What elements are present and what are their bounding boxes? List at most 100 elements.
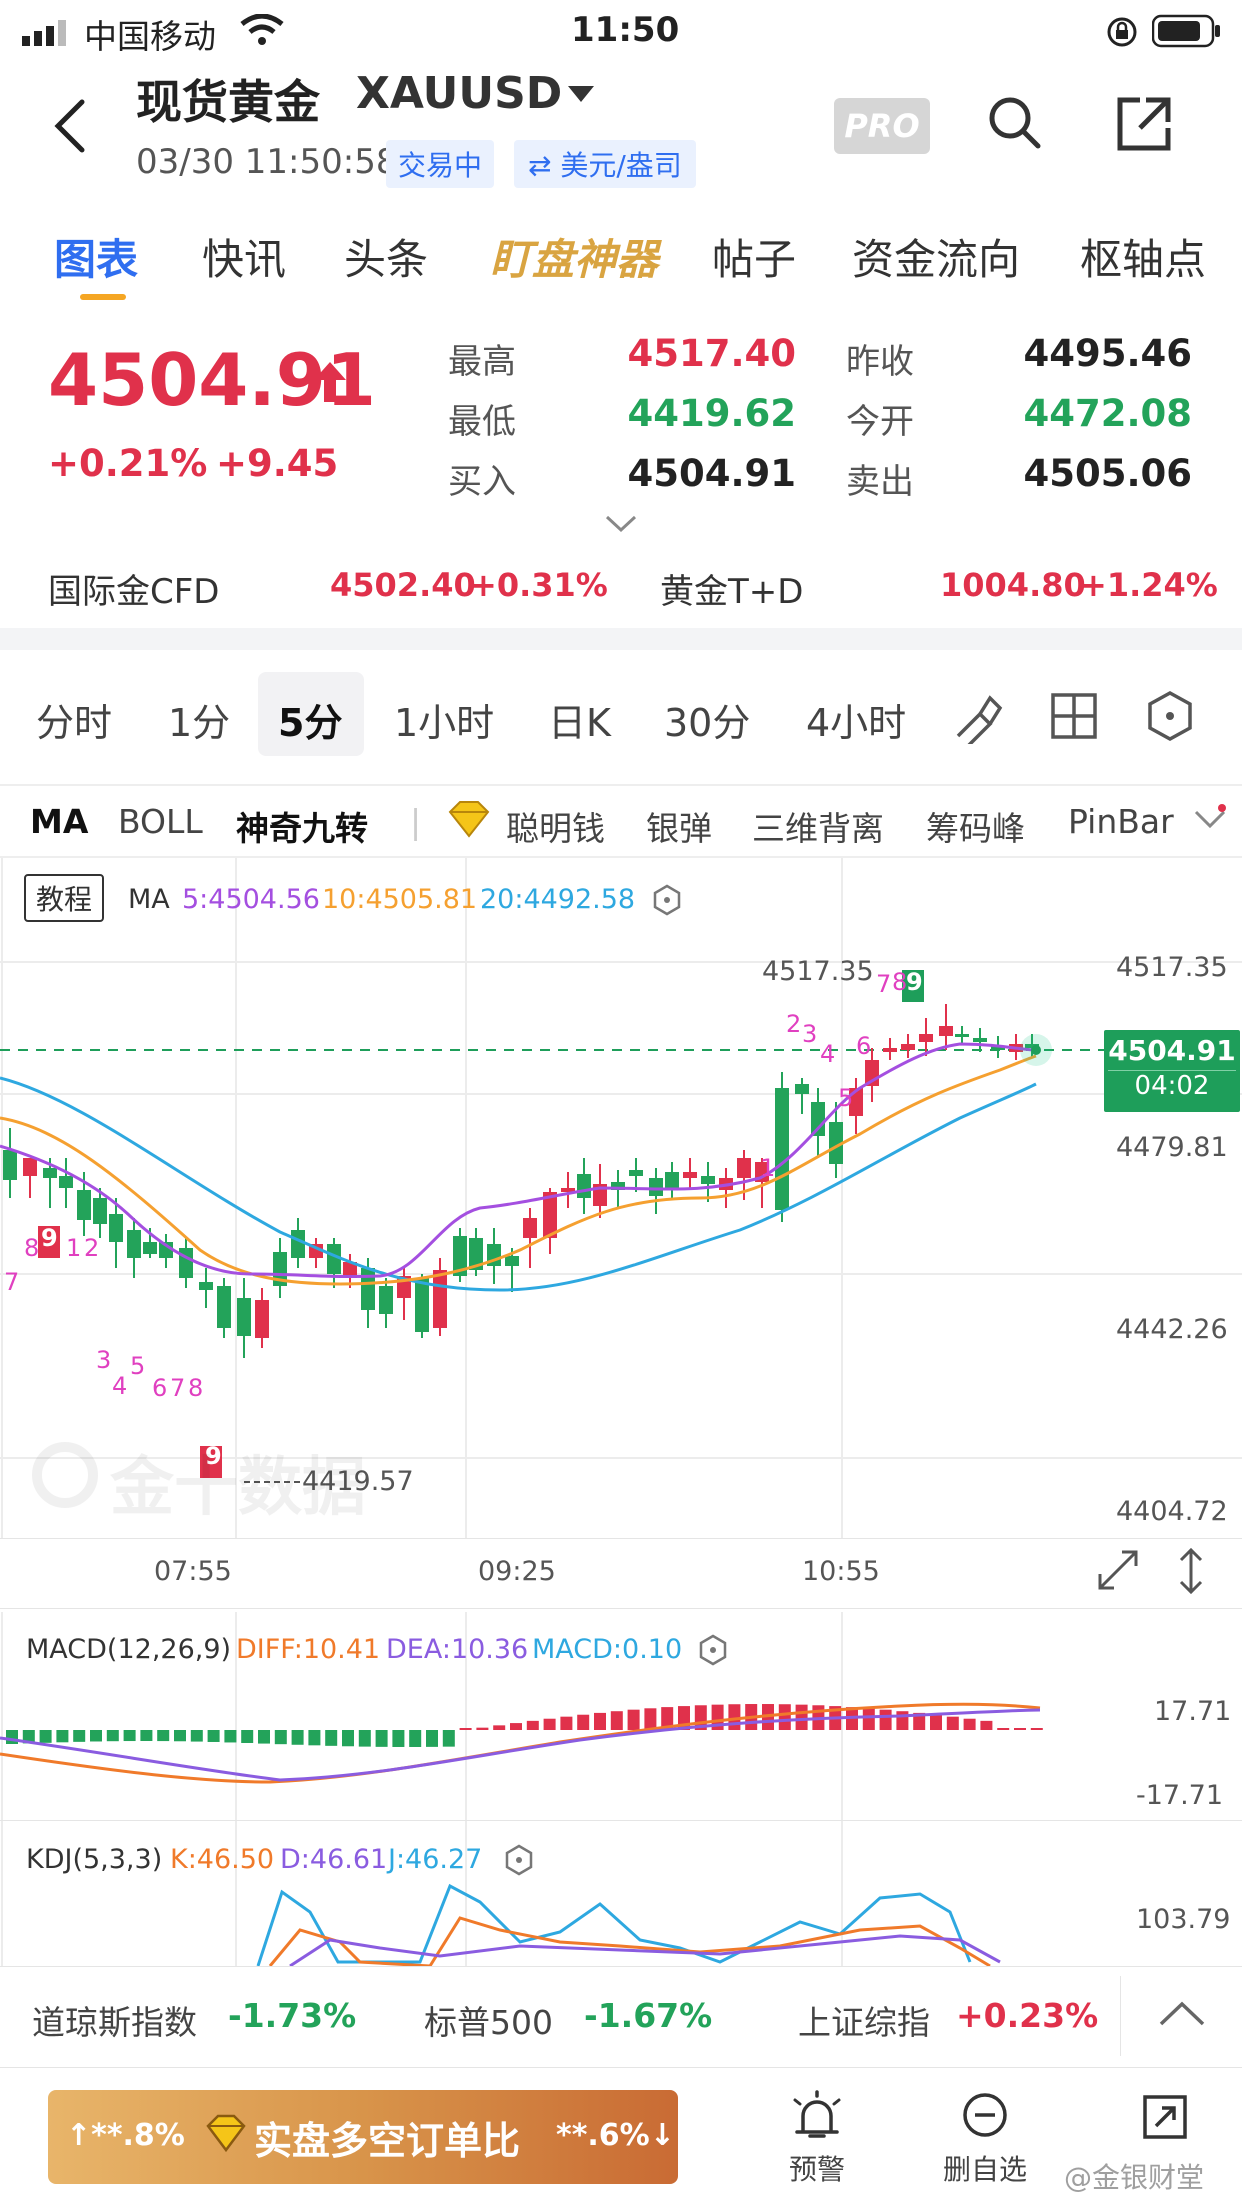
clock: 11:50	[571, 10, 680, 50]
candle-body	[901, 1044, 915, 1050]
macd-bar	[963, 1718, 976, 1730]
back-button[interactable]	[50, 96, 90, 160]
indicator-ma[interactable]: MA	[30, 802, 89, 841]
macd-bar	[157, 1730, 170, 1742]
alert-bell-icon	[793, 2090, 841, 2138]
indicator-boll[interactable]: BOLL	[118, 802, 203, 841]
x-tick-1: 07:55	[154, 1556, 232, 1587]
unit-toggle-badge[interactable]: ⇄ 美元/盎司	[514, 140, 696, 188]
chevron-down-icon[interactable]	[566, 84, 596, 108]
index-name-sp500[interactable]: 标普500	[424, 2003, 553, 2042]
fullscreen-icon[interactable]	[1096, 1548, 1140, 1596]
layout-grid-icon[interactable]	[1050, 692, 1098, 744]
remove-watchlist-button[interactable]: 删自选	[930, 2090, 1040, 2190]
related-name-cfd[interactable]: 国际金CFD	[48, 572, 220, 612]
indicator-silver-bullet[interactable]: 银弹	[646, 809, 712, 848]
ma10-line	[0, 1054, 1037, 1286]
period-1m[interactable]: 1分	[168, 701, 231, 745]
change-amount: +9.45	[216, 442, 339, 485]
kdj-chart[interactable]	[0, 1822, 1242, 1966]
draw-tool-icon[interactable]	[950, 690, 1004, 748]
macd-bar	[140, 1730, 153, 1742]
nine-count-label: 6	[152, 1374, 167, 1402]
rotation-lock-icon	[1106, 16, 1138, 52]
candle-body	[883, 1048, 897, 1052]
macd-bar	[510, 1723, 522, 1730]
stat-value-ask: 4505.06	[1023, 452, 1192, 495]
nine-count-label: 4	[820, 1040, 835, 1068]
macd-bar	[426, 1730, 438, 1747]
indicator-chip-peak[interactable]: 筹码峰	[926, 809, 1025, 848]
nine-count-label: 1	[66, 1234, 81, 1262]
stat-label-bid: 买入	[448, 462, 516, 502]
indicator-smart-money[interactable]: 聪明钱	[506, 809, 605, 848]
indicator-pinbar[interactable]: PinBar	[1068, 802, 1174, 841]
alert-button[interactable]: 预警	[772, 2090, 862, 2190]
share-box-icon[interactable]	[1142, 2094, 1188, 2144]
collapse-up-icon[interactable]	[1120, 1976, 1242, 2056]
remove-label: 删自选	[942, 2153, 1027, 2186]
macd-bar	[526, 1720, 539, 1730]
share-icon[interactable]	[1116, 96, 1172, 156]
remove-circle-icon	[963, 2093, 1007, 2137]
more-chevron-icon[interactable]	[1192, 804, 1228, 838]
indicator-magic-nine[interactable]: 神奇九转	[236, 809, 368, 848]
settings-hexagon-icon[interactable]	[1146, 690, 1194, 746]
macd-bar	[358, 1730, 371, 1747]
period-selected-bg	[258, 672, 364, 756]
instrument-symbol[interactable]: XAUUSD	[356, 68, 563, 119]
macd-bar	[22, 1730, 35, 1744]
vertical-scale-icon[interactable]	[1176, 1546, 1206, 1600]
nine-count-label: 2	[786, 1010, 801, 1038]
macd-chart[interactable]	[0, 1612, 1242, 1822]
related-price-td: 1004.80	[940, 566, 1086, 604]
candle-body	[415, 1278, 429, 1332]
tab-fund-flow[interactable]: 资金流向	[852, 235, 1021, 284]
candle-body	[973, 1038, 987, 1042]
macd-settings-icon[interactable]	[698, 1634, 728, 1670]
index-name-dow[interactable]: 道琼斯指数	[32, 2003, 197, 2042]
alert-label: 预警	[788, 2153, 845, 2186]
index-name-shanghai[interactable]: 上证综指	[798, 2003, 930, 2042]
related-name-td[interactable]: 黄金T+D	[660, 572, 804, 612]
ma5-value: 5:4504.56	[182, 884, 320, 915]
expand-chevron-icon[interactable]	[604, 514, 638, 538]
kdj-settings-icon[interactable]	[504, 1844, 534, 1880]
macd-bar	[476, 1727, 489, 1730]
candle-body	[737, 1158, 751, 1178]
tab-watcher[interactable]: 盯盘神器	[490, 235, 659, 284]
indicator-3d-divergence[interactable]: 三维背离	[752, 809, 884, 848]
pro-button[interactable]: PRO	[834, 98, 930, 154]
macd-bar	[291, 1730, 304, 1745]
tab-flash[interactable]: 快讯	[202, 235, 287, 284]
period-5m[interactable]: 5分	[278, 701, 343, 745]
period-day[interactable]: 日K	[548, 701, 611, 745]
tab-chart[interactable]: 图表	[54, 235, 139, 284]
trading-status-badge: 交易中	[386, 140, 495, 188]
macd-bar	[980, 1720, 993, 1730]
macd-bar	[224, 1730, 237, 1743]
indicator-separator: |	[410, 802, 422, 841]
stat-value-prev-close: 4495.46	[1023, 332, 1192, 375]
nine-count-label: 9	[906, 968, 923, 996]
period-4h[interactable]: 4小时	[806, 701, 907, 745]
candle-body	[523, 1218, 537, 1238]
nine-count-label: 8	[188, 1374, 203, 1402]
tab-posts[interactable]: 帖子	[712, 235, 797, 284]
tab-pivot[interactable]: 枢轴点	[1080, 235, 1207, 284]
macd-bar	[610, 1711, 623, 1730]
nine-count-label: 1	[760, 1154, 775, 1182]
nine-count-label: 8	[892, 968, 907, 996]
search-icon[interactable]	[986, 94, 1042, 154]
ma-settings-icon[interactable]	[652, 884, 682, 920]
candle-body	[811, 1102, 825, 1136]
period-1h[interactable]: 1小时	[394, 701, 495, 745]
long-short-ratio-button[interactable]: ↑**.8% 实盘多空订单比 **.6%↓	[48, 2090, 678, 2184]
tutorial-button[interactable]: 教程	[24, 874, 105, 922]
y-tick-3: 4442.26	[1116, 1314, 1228, 1345]
period-30m[interactable]: 30分	[664, 701, 751, 745]
tab-headlines[interactable]: 头条	[344, 235, 429, 284]
period-tick[interactable]: 分时	[36, 701, 113, 745]
macd-bar	[39, 1730, 52, 1743]
